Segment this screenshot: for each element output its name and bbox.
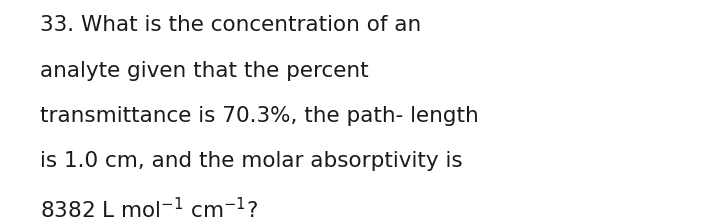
Text: transmittance is 70.3%, the path- length: transmittance is 70.3%, the path- length — [40, 106, 478, 126]
Text: 33. What is the concentration of an: 33. What is the concentration of an — [40, 15, 421, 35]
Text: analyte given that the percent: analyte given that the percent — [40, 61, 368, 81]
Text: 8382 L mol$^{-1}$ cm$^{-1}$?: 8382 L mol$^{-1}$ cm$^{-1}$? — [40, 197, 258, 221]
Text: is 1.0 cm, and the molar absorptivity is: is 1.0 cm, and the molar absorptivity is — [40, 151, 462, 171]
